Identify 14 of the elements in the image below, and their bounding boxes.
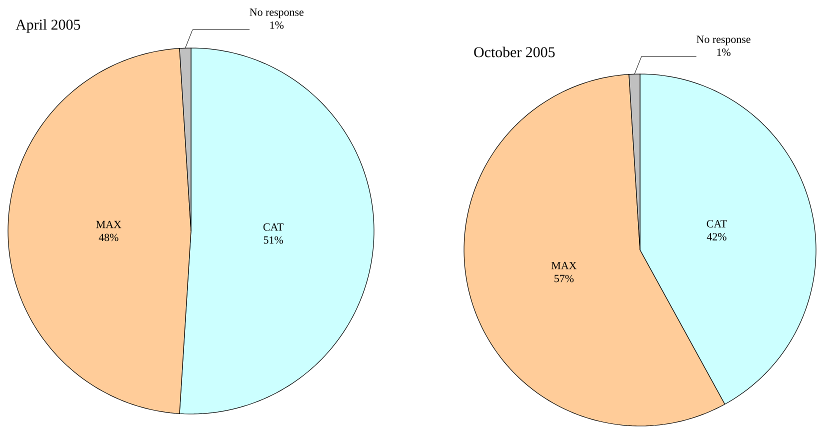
slice-label: No response	[696, 36, 750, 46]
data-label: 1%	[717, 48, 730, 56]
data-label: 1%	[270, 21, 284, 29]
text: April 2005	[16, 19, 80, 33]
slice-label: CAT	[263, 223, 284, 231]
data-label: 57%	[554, 274, 574, 282]
data-label: 51%	[264, 236, 283, 244]
data-label: 48%	[98, 234, 118, 242]
data-label: 42%	[706, 233, 726, 240]
text: October 2005	[474, 46, 555, 58]
slice-label: MAX	[96, 220, 122, 228]
slice-label: No response	[250, 8, 304, 18]
slice-label: MAX	[551, 262, 577, 270]
slice-label: CAT	[706, 220, 727, 228]
